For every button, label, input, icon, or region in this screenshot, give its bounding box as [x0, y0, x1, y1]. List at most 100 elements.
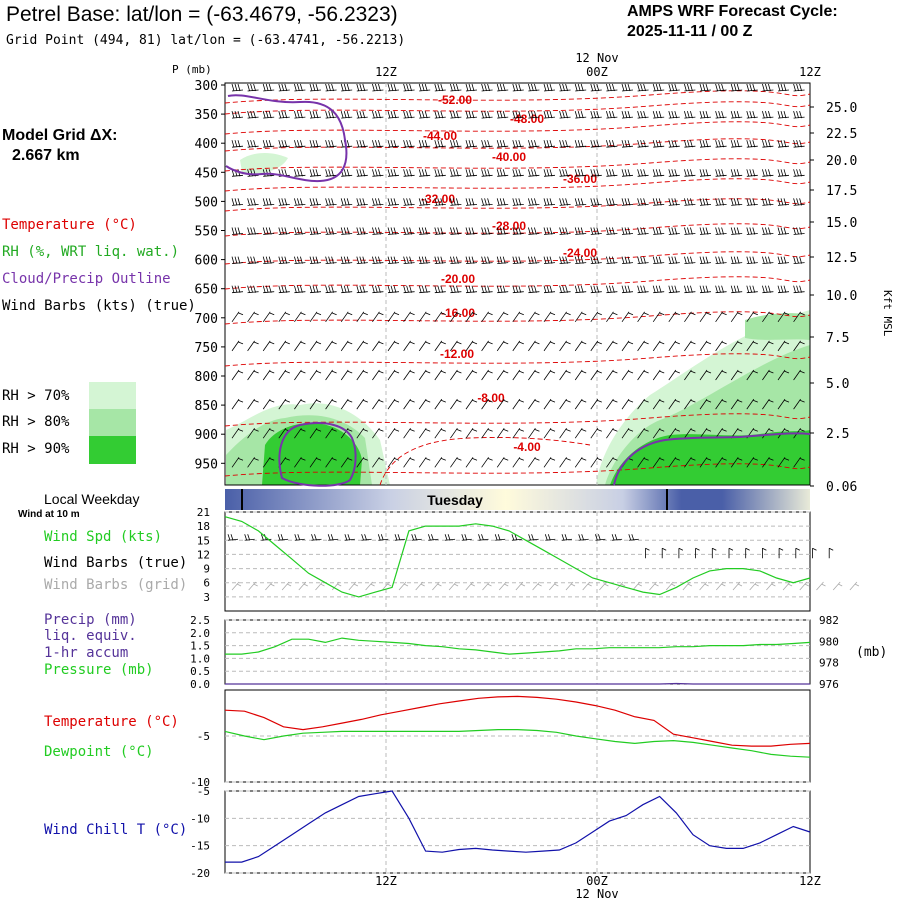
grid-wind-barb — [715, 581, 726, 591]
wind-barb — [434, 285, 446, 294]
height-tick-label: 0.06 — [826, 480, 857, 495]
wind-barb — [730, 227, 743, 235]
wind-barb — [652, 427, 665, 439]
wind-barb — [606, 398, 618, 410]
wind-barb — [543, 140, 556, 148]
wind-barb — [372, 169, 384, 177]
wind-barb — [684, 227, 696, 235]
wind-barb — [418, 198, 431, 206]
temperature-panel-label: Temperature (°C) — [44, 714, 179, 730]
y-tick-label: 0.5 — [190, 665, 210, 678]
wind-barb — [340, 169, 353, 177]
wind-barb — [699, 427, 712, 439]
wind-barb — [762, 169, 774, 177]
cross-section-grid — [224, 82, 811, 486]
wind-barb — [262, 457, 275, 468]
isotherm-line — [379, 437, 591, 486]
wind-barbs-grid-label: Wind Barbs (grid) — [44, 577, 188, 593]
wind-barb — [387, 427, 400, 439]
wind-barb — [294, 110, 306, 119]
dewpoint-label: Dewpoint (°C) — [44, 744, 154, 760]
wind-barbs-true-label: Wind Barbs (true) — [44, 555, 188, 571]
panel-frame — [224, 619, 811, 685]
wind-barb — [777, 83, 790, 92]
wind-barb — [684, 110, 696, 119]
isotherm-line — [224, 178, 811, 192]
grid-wind-barb — [482, 581, 492, 591]
wind-barb — [590, 427, 602, 439]
y2-tick-label: 978 — [819, 657, 839, 670]
wind-barb — [684, 198, 696, 206]
wind-barb — [699, 198, 712, 206]
wind-barb — [668, 457, 680, 468]
pressure-tick-label: 800 — [195, 370, 218, 385]
wind-barb — [684, 427, 696, 439]
wind-barb — [418, 169, 431, 177]
wind-barb — [356, 340, 368, 352]
wind-barb — [356, 169, 368, 177]
wind-barb — [481, 198, 493, 206]
wind-barb — [528, 169, 540, 177]
wind-barb — [465, 83, 478, 92]
wind-barb — [590, 83, 602, 92]
wind-barb — [543, 256, 556, 264]
wind-barb — [559, 110, 571, 119]
wind-barb — [372, 340, 384, 352]
weekday-label: Tuesday — [427, 492, 483, 508]
wind-barb — [559, 227, 571, 235]
rh-80-swatch — [89, 409, 136, 436]
wind-barb — [684, 398, 696, 410]
true-wind-barb — [494, 534, 506, 541]
wind-barb — [481, 256, 493, 264]
wind-barb — [559, 427, 571, 439]
wind-barb — [793, 169, 805, 177]
wind-barb — [496, 398, 509, 410]
height-tick-label: 20.0 — [826, 154, 857, 169]
true-wind-barb — [762, 547, 767, 559]
wind-barb — [574, 369, 587, 381]
isotherm-line — [224, 251, 811, 265]
wind-barb — [418, 311, 431, 323]
wind-barb — [418, 427, 431, 439]
true-wind-barb — [628, 534, 639, 541]
wind-barb — [668, 369, 680, 381]
wind-barb — [746, 340, 758, 352]
wind-barb — [652, 369, 665, 381]
wind-barb — [247, 285, 259, 294]
wind-barb — [403, 457, 415, 468]
wind-barb — [387, 256, 400, 264]
pressure-tick-label: 550 — [195, 225, 218, 240]
wind-barb — [481, 311, 493, 323]
wind-barb — [746, 398, 758, 410]
panel-frame — [224, 511, 811, 612]
wind-barb — [652, 457, 665, 468]
wind-barb — [356, 457, 368, 468]
wind-barb — [403, 398, 415, 410]
wind-barb — [528, 83, 540, 92]
wind-barb — [793, 198, 805, 206]
wind-barb — [356, 256, 368, 264]
wind-barb — [543, 457, 556, 468]
wind-barb — [699, 110, 712, 119]
wind-barbs-legend-label: Wind Barbs (kts) (true) — [2, 298, 196, 314]
wind-barb — [730, 169, 743, 177]
wind-barb — [309, 285, 322, 294]
wind-barb — [465, 369, 478, 381]
wind-barb — [262, 140, 275, 148]
isotherm-line — [224, 90, 811, 104]
wind-barb — [340, 427, 353, 439]
wind-barb — [652, 83, 665, 92]
wind-barb — [372, 311, 384, 323]
wind-barb — [512, 110, 524, 119]
wind-barb — [434, 169, 446, 177]
wind-barb — [621, 110, 634, 119]
wind-barb — [777, 285, 790, 294]
wind-barb — [762, 227, 774, 235]
wind-barb — [543, 227, 556, 235]
y-tick-label: 1.5 — [190, 640, 210, 653]
bottom-time-label: 00Z — [586, 874, 608, 888]
wind-barb — [730, 457, 743, 468]
wind-barb — [543, 398, 556, 410]
wind-barb — [262, 83, 275, 92]
precip-line — [225, 682, 810, 685]
